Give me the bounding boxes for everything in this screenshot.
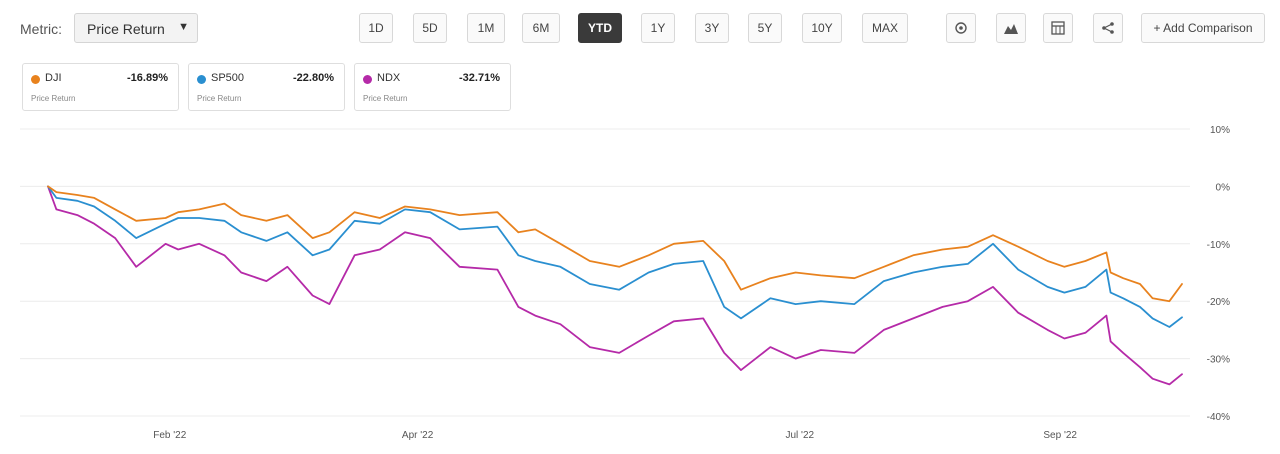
mountain-chart-icon <box>1004 24 1018 34</box>
metric-label: Metric: <box>20 21 62 37</box>
range-button-6m[interactable]: 6M <box>522 13 560 43</box>
range-button-label: 1D <box>368 21 384 35</box>
y-tick-label: -40% <box>1207 412 1230 423</box>
range-button-label: YTD <box>588 21 612 35</box>
share-icon <box>1102 22 1114 34</box>
series-line-sp500 <box>47 185 1183 328</box>
range-button-label: 5D <box>422 21 438 35</box>
series-return-value: -32.71% <box>459 72 500 84</box>
chart-toolbar: Metric: Price Return ▼ 1D 5D 1M 6M YTD 1… <box>0 0 1280 58</box>
range-button-label: 6M <box>532 21 550 35</box>
x-tick-label: Feb '22 <box>153 430 186 441</box>
legend-card-sp500[interactable]: SP500 -22.80% Price Return <box>188 63 345 111</box>
series-color-dot <box>363 75 372 84</box>
range-button-label: 3Y <box>704 21 720 35</box>
range-button-label: MAX <box>871 21 898 35</box>
range-button-10y[interactable]: 10Y <box>802 13 842 43</box>
y-tick-label: -20% <box>1207 297 1230 308</box>
series-symbol: NDX <box>377 72 401 84</box>
range-button-5d[interactable]: 5D <box>413 13 447 43</box>
settings-button[interactable] <box>946 13 976 43</box>
y-tick-label: 0% <box>1216 182 1231 193</box>
table-view-button[interactable] <box>1043 13 1073 43</box>
y-tick-label: 10% <box>1210 125 1230 136</box>
table-icon <box>1051 21 1065 35</box>
series-symbol: DJI <box>45 72 62 84</box>
range-button-label: 10Y <box>811 21 833 35</box>
chevron-down-icon: ▼ <box>178 21 189 33</box>
y-tick-label: -10% <box>1207 240 1230 251</box>
share-button[interactable] <box>1093 13 1123 43</box>
series-return-value: -16.89% <box>127 72 168 84</box>
range-button-1y[interactable]: 1Y <box>641 13 675 43</box>
x-tick-label: Jul '22 <box>786 430 815 441</box>
metric-select-value: Price Return <box>87 21 165 37</box>
series-color-dot <box>197 75 206 84</box>
series-metric-label: Price Return <box>197 94 242 103</box>
series-line-ndx <box>47 185 1183 386</box>
chart-type-button[interactable] <box>996 13 1026 43</box>
range-button-label: 1M <box>477 21 495 35</box>
x-tick-label: Apr '22 <box>402 430 434 441</box>
metric-select[interactable]: Price Return ▼ <box>74 13 198 43</box>
range-button-max[interactable]: MAX <box>862 13 908 43</box>
range-button-1m[interactable]: 1M <box>467 13 505 43</box>
range-button-ytd[interactable]: YTD <box>578 13 622 43</box>
range-button-3y[interactable]: 3Y <box>695 13 729 43</box>
series-symbol: SP500 <box>211 72 245 84</box>
legend-card-ndx[interactable]: NDX -32.71% Price Return <box>354 63 511 111</box>
legend-card-dji[interactable]: DJI -16.89% Price Return <box>22 63 179 111</box>
series-color-dot <box>31 75 40 84</box>
add-comparison-button[interactable]: + Add Comparison <box>1141 13 1265 43</box>
range-button-label: 1Y <box>650 21 666 35</box>
range-button-label: 5Y <box>757 21 773 35</box>
add-comparison-label: + Add Comparison <box>1153 21 1253 35</box>
series-metric-label: Price Return <box>363 94 408 103</box>
series-line-dji <box>47 185 1183 303</box>
gear-icon <box>955 22 967 34</box>
y-tick-label: -30% <box>1207 355 1230 366</box>
range-button-5y[interactable]: 5Y <box>748 13 782 43</box>
series-metric-label: Price Return <box>31 94 76 103</box>
series-return-value: -22.80% <box>293 72 334 84</box>
range-button-1d[interactable]: 1D <box>359 13 393 43</box>
x-tick-label: Sep '22 <box>1043 430 1077 441</box>
